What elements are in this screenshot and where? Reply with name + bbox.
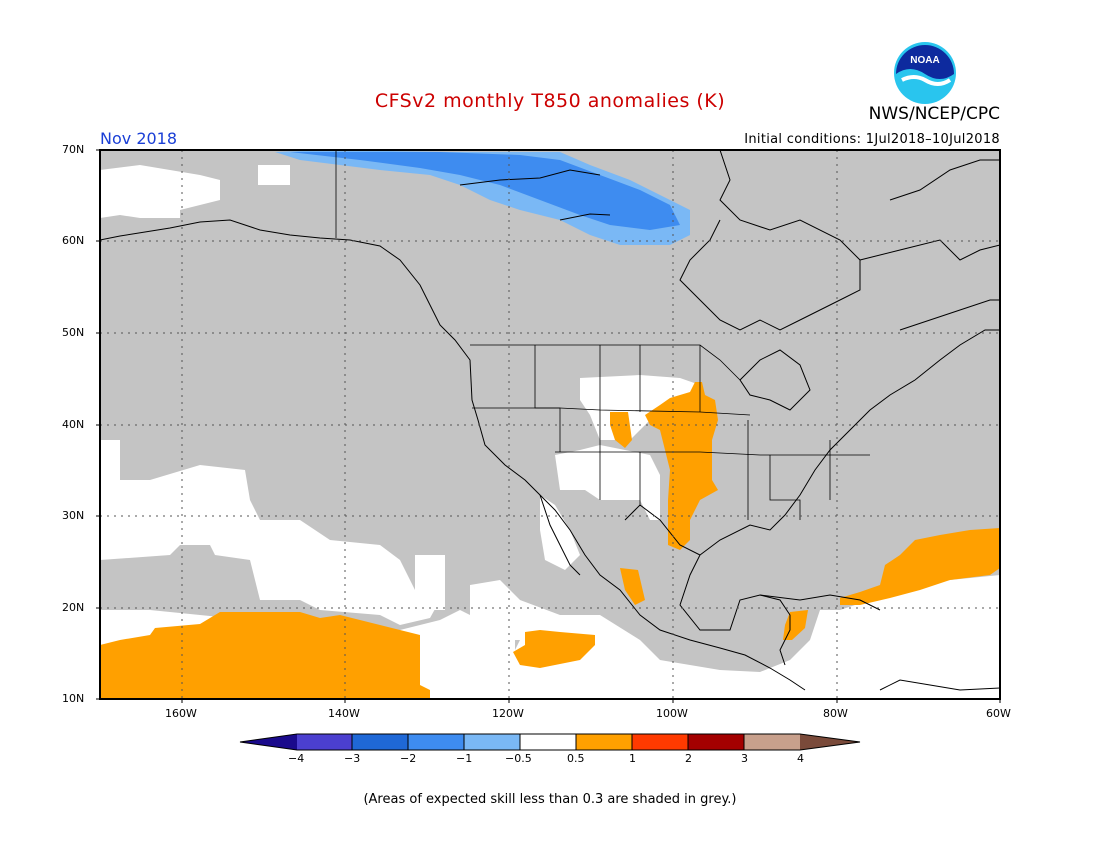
colorbar-swatch-5 xyxy=(520,734,576,750)
lon-label-80w: 80W xyxy=(823,707,848,720)
warm-anomaly-mexico xyxy=(620,568,645,605)
warm-anomaly-atlantic xyxy=(840,528,1000,605)
lat-label-10n: 10N xyxy=(62,692,85,705)
colorbar-label-05: 0.5 xyxy=(567,752,585,765)
logo-text: NOAA xyxy=(910,55,939,66)
cold-anomaly-mid-blue xyxy=(290,152,680,230)
neutral-region-arctic xyxy=(258,165,290,185)
lon-label-140w: 140W xyxy=(328,707,360,720)
colorbar-swatch-3 xyxy=(408,734,464,750)
neutral-region-pacific xyxy=(100,440,440,625)
map-grid xyxy=(100,150,1000,699)
noaa-logo: NOAA xyxy=(894,42,956,104)
colorbar-end-low xyxy=(240,734,297,750)
colorbar-swatch-6 xyxy=(576,734,632,750)
neutral-region-baja xyxy=(540,495,580,570)
colorbar-swatch-7 xyxy=(632,734,688,750)
colorbar-label-neg3: −3 xyxy=(344,752,361,765)
colorbar-label-neg1: −1 xyxy=(456,752,473,765)
lon-label-100w: 100W xyxy=(656,707,688,720)
lat-label-40n: 40N xyxy=(62,418,85,431)
lat-label-70n: 70N xyxy=(62,143,85,156)
coastlines xyxy=(100,150,1000,691)
colorbar-label-neg2: −2 xyxy=(400,752,417,765)
lat-label-20n: 20N xyxy=(62,601,85,614)
map-field xyxy=(100,150,1000,699)
colorbar-swatch-4 xyxy=(464,734,520,750)
month-label: Nov 2018 xyxy=(100,129,178,148)
colorbar-end-high xyxy=(800,734,860,750)
map-title: CFSv2 monthly T850 anomalies (K) xyxy=(374,90,726,112)
colorbar-swatch-1 xyxy=(297,734,352,750)
colorbar-label-4: 4 xyxy=(797,752,804,765)
colorbar-label-3: 3 xyxy=(741,752,748,765)
lat-label-50n: 50N xyxy=(62,326,85,339)
neutral-region-mexico-pacific xyxy=(470,575,1000,699)
colorbar-swatch-9 xyxy=(744,734,800,750)
skill-footnote: (Areas of expected skill less than 0.3 a… xyxy=(363,792,737,807)
colorbar-label-neg4: −4 xyxy=(288,752,305,765)
colorbar xyxy=(239,733,861,751)
lat-label-30n: 30N xyxy=(62,509,85,522)
neutral-region-gulf xyxy=(415,555,445,610)
lat-label-60n: 60N xyxy=(62,234,85,247)
lon-label-120w: 120W xyxy=(492,707,524,720)
warm-anomaly-east-pacific xyxy=(513,630,595,668)
neutral-region-alaska xyxy=(100,165,220,218)
lon-label-60w: 60W xyxy=(986,707,1011,720)
agency-label: NWS/NCEP/CPC xyxy=(868,104,1000,124)
neutral-region-southwest-us xyxy=(555,445,660,520)
colorbar-swatch-8 xyxy=(688,734,744,750)
colorbar-label-neg05: −0.5 xyxy=(505,752,532,765)
colorbar-swatch-2 xyxy=(352,734,408,750)
colorbar-label-1: 1 xyxy=(629,752,636,765)
state-borders xyxy=(335,150,870,520)
colorbar-label-2: 2 xyxy=(685,752,692,765)
initial-conditions-label: Initial conditions: 1Jul2018–10Jul2018 xyxy=(744,132,1000,147)
warm-anomaly-plains xyxy=(645,382,718,550)
lon-label-160w: 160W xyxy=(165,707,197,720)
axis-ticks xyxy=(96,149,1001,703)
warm-anomaly-colorado xyxy=(610,412,632,448)
